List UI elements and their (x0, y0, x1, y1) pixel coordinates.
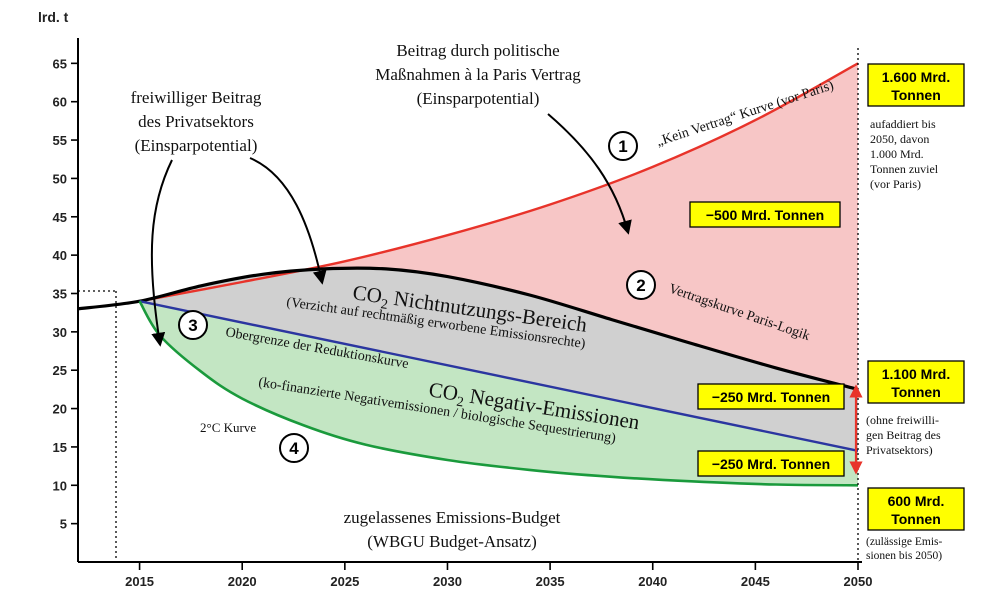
svg-text:600 Mrd.: 600 Mrd. (888, 493, 945, 509)
svg-text:(zulässige Emis-: (zulässige Emis- (866, 536, 942, 548)
no-treaty-area (139, 63, 859, 390)
y-tick-label: 40 (53, 248, 67, 263)
svg-text:2: 2 (636, 276, 645, 295)
private-sector-label-2: des Privatsektors (138, 112, 254, 131)
svg-text:1.100 Mrd.: 1.100 Mrd. (882, 366, 950, 382)
y-tick-label: 30 (53, 325, 67, 340)
x-tick-label: 2015 (125, 574, 154, 589)
side-note-1600: aufaddiert bis 2050, davon 1.000 Mrd. To… (870, 117, 939, 191)
x-tick-label: 2050 (844, 574, 873, 589)
budget-label-2: (WBGU Budget-Ansatz) (367, 532, 537, 551)
y-tick-label: 20 (53, 402, 67, 417)
paris-treaty-curve (77, 266, 859, 391)
box-minus-500: −500 Mrd. Tonnen (689, 201, 841, 228)
circle-3: 3 (178, 310, 208, 340)
svg-text:1.600 Mrd.: 1.600 Mrd. (882, 69, 950, 85)
x-ticks: 2015 2020 2025 2030 2035 2040 2045 2050 (125, 562, 872, 589)
x-tick-label: 2020 (228, 574, 257, 589)
y-tick-label: 60 (53, 95, 67, 110)
y-tick-label: 45 (53, 210, 67, 225)
svg-text:−250 Mrd. Tonnen: −250 Mrd. Tonnen (712, 389, 830, 405)
svg-text:2050, davon: 2050, davon (870, 132, 929, 146)
svg-text:Tonnen: Tonnen (891, 384, 941, 400)
circle-1: 1 (608, 131, 638, 161)
box-minus-250-lower: −250 Mrd. Tonnen (697, 450, 845, 477)
arrow-private-sector-green (150, 159, 173, 347)
side-box-1600: 1.600 Mrd. Tonnen (867, 63, 965, 107)
circle-2: 2 (626, 270, 656, 300)
svg-text:Tonnen: Tonnen (891, 511, 941, 527)
y-tick-label: 10 (53, 478, 67, 493)
negative-emissions-area (139, 301, 859, 486)
y-ticks: 5 10 15 20 25 30 35 40 45 50 55 60 65 (53, 56, 78, 532)
svg-text:1.000 Mrd.: 1.000 Mrd. (870, 147, 924, 161)
side-box-600: 600 Mrd. Tonnen (867, 487, 965, 531)
private-sector-label-1: freiwilliger Beitrag (131, 88, 262, 107)
y-tick-label: 65 (53, 56, 67, 71)
x-tick-label: 2040 (638, 574, 667, 589)
circle-4: 4 (279, 433, 309, 463)
budget-label-1: zugelassenes Emissions-Budget (344, 508, 561, 527)
x-tick-label: 2025 (330, 574, 359, 589)
political-measures-label-3: (Einsparpotential) (417, 89, 540, 108)
svg-text:(vor Paris): (vor Paris) (870, 177, 921, 191)
y-tick-label: 35 (53, 286, 67, 301)
svg-text:1: 1 (618, 137, 627, 156)
y-axis-label: lrd. t (38, 9, 69, 25)
private-sector-label-3: (Einsparpotential) (135, 136, 258, 155)
side-note-600: (zulässige Emis- sionen bis 2050) (866, 536, 942, 562)
side-box-1100: 1.100 Mrd. Tonnen (867, 360, 965, 404)
svg-text:aufaddiert bis: aufaddiert bis (870, 117, 936, 131)
political-measures-label-1: Beitrag durch politische (396, 41, 559, 60)
no-treaty-curve (139, 62, 859, 303)
svg-text:3: 3 (188, 316, 197, 335)
x-tick-label: 2030 (433, 574, 462, 589)
y-tick-label: 5 (60, 517, 67, 532)
svg-text:4: 4 (289, 439, 299, 458)
non-use-area (139, 268, 859, 451)
two-degree-label: 2°C Kurve (200, 420, 256, 435)
arrow-political-measures (547, 113, 632, 235)
box-minus-250-upper: −250 Mrd. Tonnen (697, 383, 845, 410)
svg-text:sionen bis 2050): sionen bis 2050) (866, 550, 942, 562)
y-tick-label: 50 (53, 171, 67, 186)
y-tick-label: 15 (53, 440, 67, 455)
x-tick-label: 2035 (536, 574, 565, 589)
svg-text:−250 Mrd. Tonnen: −250 Mrd. Tonnen (712, 456, 830, 472)
x-tick-label: 2045 (741, 574, 770, 589)
svg-text:−500 Mrd. Tonnen: −500 Mrd. Tonnen (706, 207, 824, 223)
svg-text:(ohne freiwilli-: (ohne freiwilli- (866, 413, 939, 427)
svg-text:Tonnen zuviel: Tonnen zuviel (870, 162, 939, 176)
arrow-private-sector-grey (249, 157, 327, 285)
political-measures-label-2: Maßnahmen à la Paris Vertrag (375, 65, 581, 84)
two-degree-curve (138, 300, 859, 487)
svg-text:gen Beitrag des: gen Beitrag des (866, 428, 941, 442)
reduction-upper-limit-line (139, 300, 859, 452)
side-note-1100: (ohne freiwilli- gen Beitrag des Privats… (866, 413, 941, 457)
y-tick-label: 25 (53, 363, 67, 378)
svg-text:Tonnen: Tonnen (891, 87, 941, 103)
svg-text:Privatsektors): Privatsektors) (866, 443, 933, 457)
y-tick-label: 55 (53, 133, 67, 148)
